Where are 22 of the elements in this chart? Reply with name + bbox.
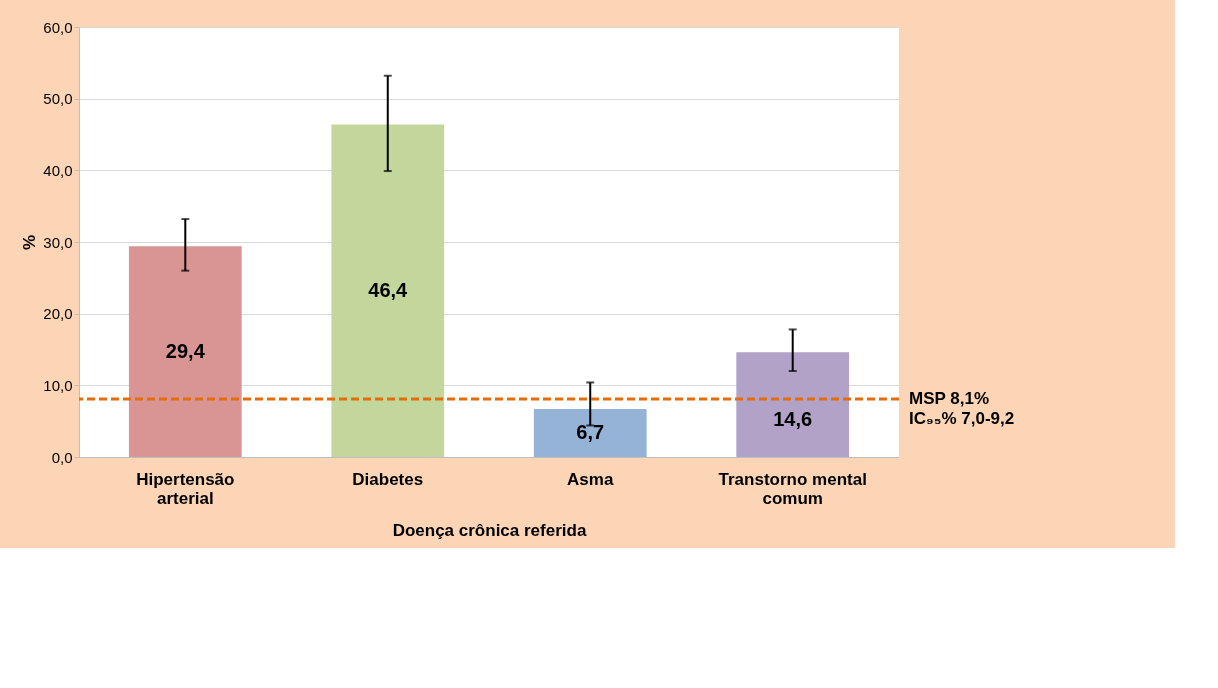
bar — [736, 352, 850, 457]
y-axis-title: % — [20, 234, 40, 251]
x-axis-title: Doença crônica referida — [392, 520, 587, 540]
y-tick-label: 40,0 — [43, 161, 73, 179]
bar — [533, 408, 647, 457]
x-tick-label: Diabetes — [352, 469, 424, 489]
data-label: 14,6 — [773, 408, 813, 431]
y-tick-label: 50,0 — [43, 90, 73, 108]
y-tick-label: 20,0 — [43, 305, 73, 323]
bar — [128, 246, 242, 457]
x-tick-label: Transtorno mental comum — [718, 469, 867, 508]
y-tick-label: 10,0 — [43, 376, 73, 394]
data-label: 46,4 — [368, 278, 409, 301]
y-tick-label: 0,0 — [51, 448, 73, 466]
y-tick-label: 60,0 — [43, 18, 73, 36]
ref-line-label: MSP 8,1% IC₉₅% 7,0-9,2 — [909, 388, 1015, 428]
y-tick-label: 30,0 — [43, 233, 73, 251]
bar — [331, 124, 445, 457]
data-label: 29,4 — [165, 339, 206, 362]
data-label: 6,7 — [576, 420, 605, 443]
x-tick-label: Hipertensão arterial — [136, 469, 235, 508]
x-tick-label: Asma — [567, 469, 614, 489]
